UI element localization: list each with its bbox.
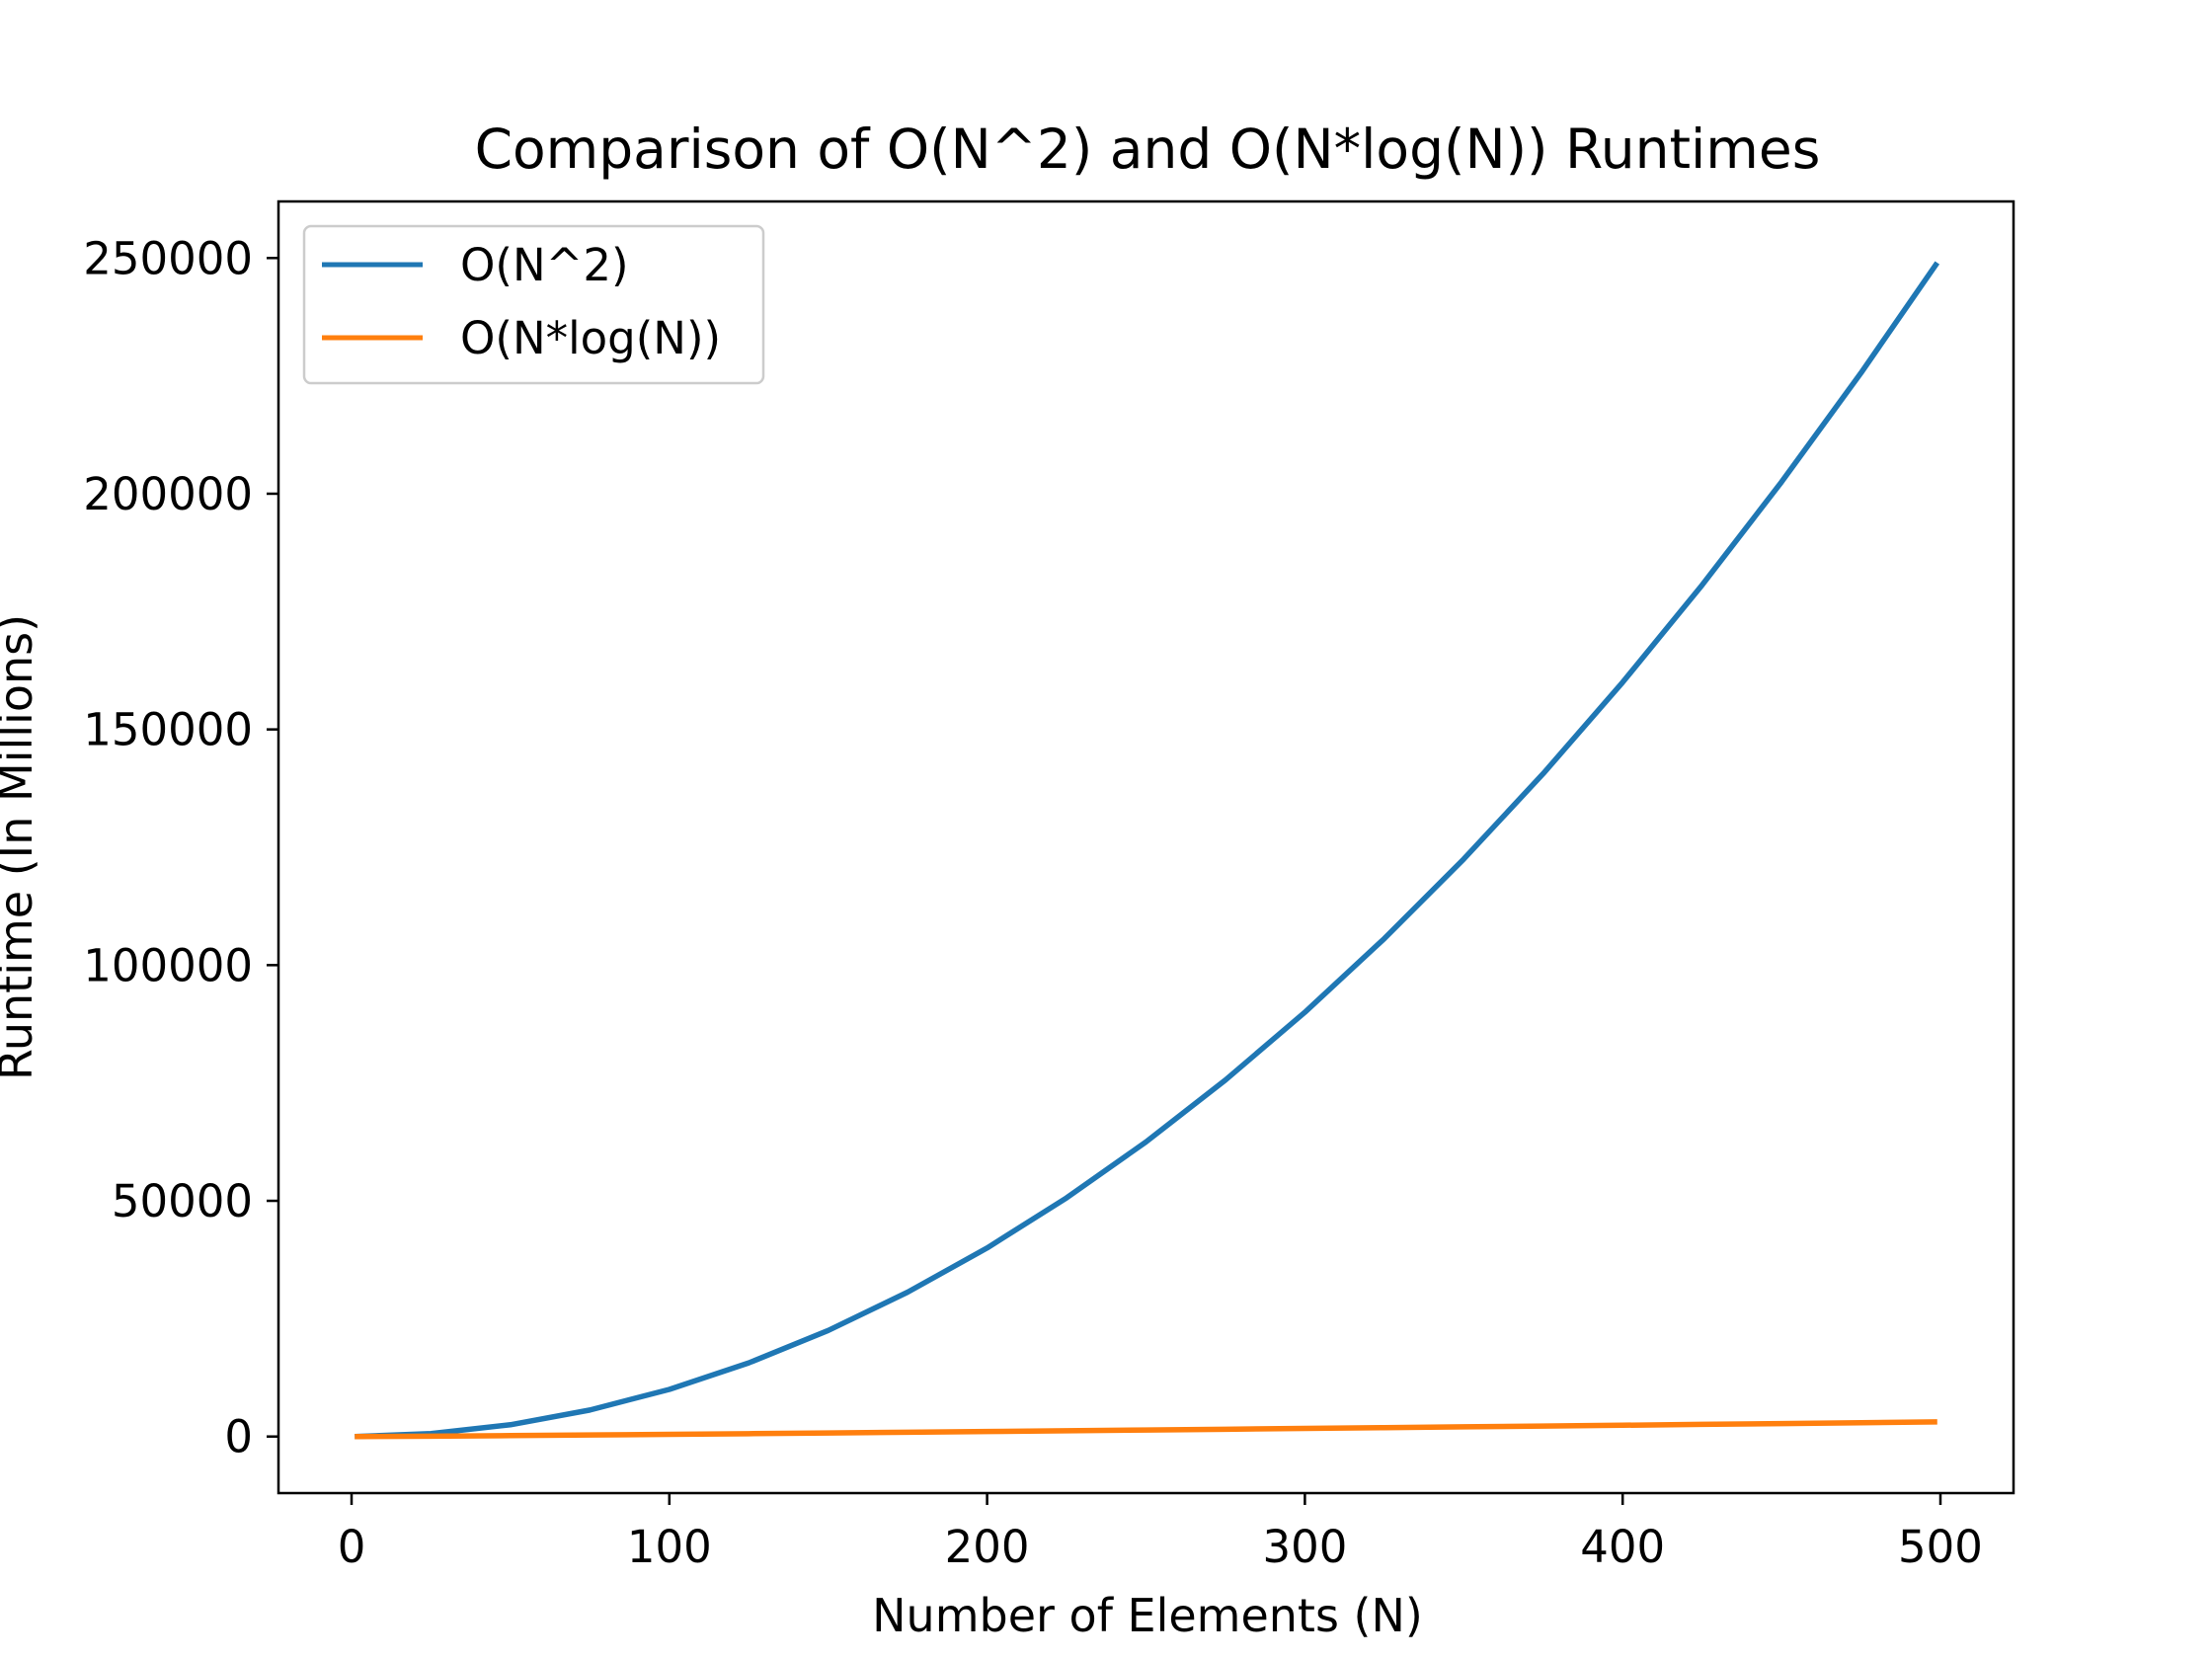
- chart-title: Comparison of O(N^2) and O(N*log(N)) Run…: [475, 118, 1821, 181]
- y-tick-label: 150000: [83, 704, 253, 756]
- y-tick-label: 0: [224, 1411, 253, 1463]
- y-tick-label: 50000: [112, 1175, 253, 1227]
- y-tick-label: 200000: [83, 468, 253, 520]
- legend-label-series-2: O(N*log(N)): [460, 312, 721, 364]
- legend: O(N^2) O(N*log(N)): [302, 224, 765, 385]
- x-axis-ticks: 0 100 200 300 400 500: [338, 1493, 1983, 1573]
- x-tick-label: 0: [338, 1521, 366, 1573]
- x-axis-label: Number of Elements (N): [872, 1589, 1423, 1642]
- y-tick-label: 100000: [83, 939, 253, 991]
- x-tick-label: 200: [945, 1521, 1030, 1573]
- series-line-1: [355, 261, 1940, 1440]
- y-axis-label: Runtime (In Millions): [0, 614, 42, 1080]
- x-tick-label: 400: [1580, 1521, 1665, 1573]
- x-tick-label: 100: [627, 1521, 712, 1573]
- legend-label-series-1: O(N^2): [460, 239, 629, 291]
- series-line-2: [355, 1419, 1937, 1440]
- plot-lines: [355, 261, 1940, 1440]
- x-tick-label: 300: [1262, 1521, 1347, 1573]
- y-axis-ticks: 0 50000 100000 150000 200000 250000: [83, 232, 278, 1463]
- y-tick-label: 250000: [83, 232, 253, 284]
- x-tick-label: 500: [1898, 1521, 1983, 1573]
- plot-area-frame: [276, 199, 2015, 1495]
